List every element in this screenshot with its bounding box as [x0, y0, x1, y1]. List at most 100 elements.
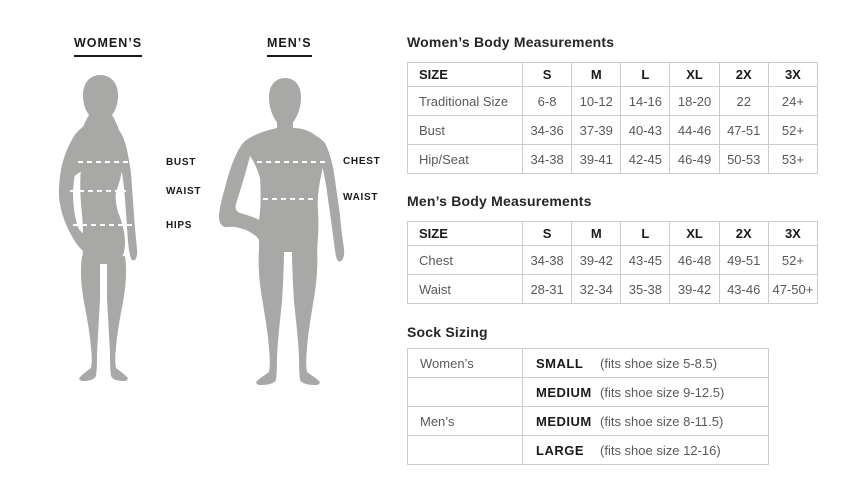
table-row: Waist 28-31 32-34 35-38 39-42 43-46 47-5…	[407, 274, 819, 304]
cell: 14-16	[620, 86, 671, 116]
row-label: Bust	[407, 115, 523, 145]
table-row: Men’s MEDIUM (fits shoe size 8-11.5)	[407, 406, 769, 436]
cell: 6-8	[521, 86, 573, 116]
column-header: 2X	[718, 221, 769, 246]
cell: 34-38	[521, 144, 573, 174]
column-header: M	[571, 62, 622, 87]
man-right-arm	[295, 128, 345, 262]
cell: 47-50+	[767, 274, 819, 304]
sock-row-content: SMALL (fits shoe size 5-8.5)	[522, 348, 769, 378]
cell: 18-20	[669, 86, 720, 116]
cell: 24+	[767, 86, 819, 116]
woman-right-leg	[107, 256, 128, 381]
cell: 52+	[767, 115, 819, 145]
cell: 52+	[767, 245, 819, 275]
cell: 43-45	[620, 245, 671, 275]
cell: 49-51	[718, 245, 769, 275]
table-row: Bust 34-36 37-39 40-43 44-46 47-51 52+	[407, 115, 819, 145]
cell: 50-53	[718, 144, 769, 174]
womens-heading-label: WOMEN’S	[74, 36, 143, 57]
women-measurements-title: Women’s Body Measurements	[407, 34, 615, 50]
sock-size-label: MEDIUM	[536, 384, 592, 400]
sock-fits-text: (fits shoe size 8-11.5)	[600, 413, 724, 429]
cell: 32-34	[571, 274, 622, 304]
men-waist-label: WAIST	[343, 192, 379, 203]
column-header: XL	[669, 221, 720, 246]
man-left-leg	[256, 248, 284, 385]
mens-figure-heading: MEN’S	[267, 34, 312, 57]
cell: 39-42	[571, 245, 622, 275]
cell: 39-42	[669, 274, 720, 304]
man-silhouette	[219, 78, 345, 385]
column-header: S	[521, 221, 573, 246]
woman-silhouette	[58, 75, 150, 381]
womens-figure-heading: WOMEN’S	[74, 34, 143, 57]
sock-fits-text: (fits shoe size 5-8.5)	[600, 355, 718, 371]
table-header-row: SIZE S M L XL 2X 3X	[407, 62, 819, 87]
cell: 40-43	[620, 115, 671, 145]
table-header-row: SIZE S M L XL 2X 3X	[407, 221, 819, 246]
sock-size-label: SMALL	[536, 355, 584, 371]
cell: 46-49	[669, 144, 720, 174]
cell: 35-38	[620, 274, 671, 304]
sock-sizing-table: Women’s SMALL (fits shoe size 5-8.5) MEDI…	[407, 348, 769, 465]
cell: 44-46	[669, 115, 720, 145]
column-header: SIZE	[407, 62, 523, 87]
cell: 10-12	[571, 86, 622, 116]
column-header: L	[620, 221, 671, 246]
sock-row-content: MEDIUM (fits shoe size 8-11.5)	[522, 406, 769, 436]
bust-label: BUST	[166, 157, 197, 168]
table-row: Women’s SMALL (fits shoe size 5-8.5)	[407, 348, 769, 378]
cell: 34-38	[521, 245, 573, 275]
cell: 42-45	[620, 144, 671, 174]
man-torso	[219, 118, 325, 252]
row-label: Traditional Size	[407, 86, 523, 116]
row-label: Waist	[407, 274, 523, 304]
cell: 28-31	[521, 274, 573, 304]
cell: 22	[718, 86, 769, 116]
column-header: M	[571, 221, 622, 246]
cell: 34-36	[521, 115, 573, 145]
women-measurements-table: SIZE S M L XL 2X 3X Traditional Size 6-8…	[407, 62, 819, 174]
column-header: L	[620, 62, 671, 87]
man-right-leg	[292, 248, 320, 385]
column-header: 3X	[767, 62, 819, 87]
column-header: 3X	[767, 221, 819, 246]
woman-left-leg	[79, 256, 100, 381]
sock-fits-text: (fits shoe size 9-12.5)	[600, 384, 725, 400]
cell: 43-46	[718, 274, 769, 304]
cell: 39-41	[571, 144, 622, 174]
women-waist-label: WAIST	[166, 186, 202, 197]
sock-row-content: LARGE (fits shoe size 12-16)	[522, 435, 769, 465]
column-header: 2X	[718, 62, 769, 87]
table-row: LARGE (fits shoe size 12-16)	[407, 435, 769, 465]
chest-label: CHEST	[343, 156, 381, 167]
cell: 53+	[767, 144, 819, 174]
column-header: S	[521, 62, 573, 87]
cell: 37-39	[571, 115, 622, 145]
row-label: Chest	[407, 245, 523, 275]
sock-sizing-title: Sock Sizing	[407, 324, 488, 340]
table-row: Traditional Size 6-8 10-12 14-16 18-20 2…	[407, 86, 819, 116]
column-header: XL	[669, 62, 720, 87]
sock-group-label	[407, 435, 523, 465]
sock-row-content: MEDIUM (fits shoe size 9-12.5)	[522, 377, 769, 407]
man-head	[269, 78, 301, 127]
row-label: Hip/Seat	[407, 144, 523, 174]
cell: 46-48	[669, 245, 720, 275]
column-header: SIZE	[407, 221, 523, 246]
table-row: MEDIUM (fits shoe size 9-12.5)	[407, 377, 769, 407]
men-measurements-title: Men’s Body Measurements	[407, 193, 592, 209]
sock-group-label: Men’s	[407, 406, 523, 436]
mens-heading-label: MEN’S	[267, 36, 312, 57]
sock-fits-text: (fits shoe size 12-16)	[600, 442, 721, 458]
sock-group-label	[407, 377, 523, 407]
sock-size-label: LARGE	[536, 442, 584, 458]
table-row: Chest 34-38 39-42 43-45 46-48 49-51 52+	[407, 245, 819, 275]
hips-label: HIPS	[166, 220, 193, 231]
cell: 47-51	[718, 115, 769, 145]
men-measurements-table: SIZE S M L XL 2X 3X Chest 34-38 39-42 43…	[407, 221, 819, 304]
sock-group-label: Women’s	[407, 348, 523, 378]
table-row: Hip/Seat 34-38 39-41 42-45 46-49 50-53 5…	[407, 144, 819, 174]
sock-size-label: MEDIUM	[536, 413, 592, 429]
